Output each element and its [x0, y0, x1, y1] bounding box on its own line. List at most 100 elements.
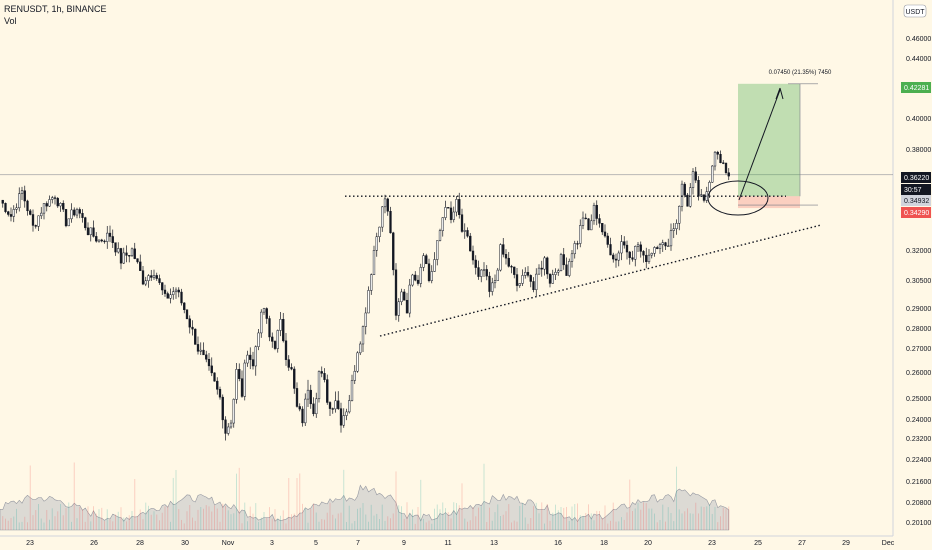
x-tick-label: Nov — [222, 540, 235, 547]
volume-bar — [255, 503, 257, 530]
candle-body — [625, 244, 629, 253]
candle-body — [301, 408, 304, 424]
volume-bar — [340, 512, 342, 530]
candle-body — [254, 346, 257, 367]
volume-bar — [35, 510, 37, 530]
long-stop-zone — [738, 196, 800, 209]
volume-bar — [434, 508, 435, 530]
volume-bar — [461, 483, 463, 530]
volume-bar — [689, 513, 691, 530]
volume-bar — [357, 508, 358, 530]
volume-bar — [2, 516, 4, 530]
candle-body — [595, 204, 598, 219]
volume-bar — [376, 513, 378, 530]
candle-body — [155, 275, 158, 279]
volume-bar — [40, 518, 42, 530]
price-label-text: 0.36220 — [904, 175, 929, 182]
candle-body — [689, 187, 692, 207]
volume-bar — [164, 506, 166, 530]
candle-body — [697, 179, 700, 197]
candle-body — [262, 308, 266, 313]
volume-bar — [651, 508, 653, 530]
candle-body — [271, 336, 274, 342]
candle-body — [122, 252, 125, 264]
volume-bar — [590, 513, 592, 530]
volume-bar — [109, 519, 111, 530]
candle-body — [416, 279, 420, 284]
candle-body — [18, 193, 21, 209]
volume-bar — [417, 507, 419, 530]
volume-bar — [662, 504, 664, 530]
volume-bar — [442, 502, 444, 530]
volume-bar — [269, 507, 270, 530]
volume-bar — [412, 509, 413, 530]
candle-body — [460, 214, 464, 232]
volume-bar — [607, 523, 609, 530]
volume-bar — [472, 507, 474, 530]
volume-bar — [307, 522, 309, 530]
candle-body — [4, 203, 7, 212]
x-tick-label: Dec — [882, 540, 895, 547]
candle-body — [108, 232, 112, 237]
volume-bar — [313, 503, 314, 530]
y-tick-label: 0.30500 — [906, 278, 931, 285]
candle-body — [543, 257, 546, 270]
candle-body — [603, 231, 607, 237]
volume-bar — [359, 507, 361, 530]
y-tick-label: 0.27000 — [906, 346, 931, 353]
candle-body — [191, 326, 194, 330]
volume-bar — [335, 518, 336, 530]
candle-body — [232, 399, 235, 424]
volume-bar — [128, 515, 130, 530]
volume-bar — [447, 512, 449, 530]
volume-bar — [464, 518, 466, 530]
x-tick-label: 29 — [842, 540, 850, 547]
volume-bar — [698, 513, 699, 530]
candle-body — [474, 259, 477, 268]
trendline-ascending — [379, 224, 821, 337]
candle-body — [601, 223, 604, 233]
volume-bar — [131, 510, 133, 530]
candle-body — [59, 203, 62, 207]
candle-body — [290, 367, 293, 370]
volume-bar — [623, 519, 625, 530]
volume-bar — [32, 515, 34, 530]
volume-bar — [387, 516, 389, 530]
candle-body — [650, 253, 653, 256]
y-tick-label: 0.38000 — [906, 147, 931, 154]
volume-bar — [392, 513, 394, 530]
candle-body — [394, 269, 398, 316]
candle-body — [708, 181, 711, 192]
candle-body — [722, 162, 725, 164]
volume-bar — [46, 509, 48, 530]
volume-bar — [150, 514, 152, 530]
volume-bar — [18, 522, 20, 530]
projection-arrow-shaft — [738, 89, 781, 201]
volume-bar — [288, 478, 290, 530]
candle-body — [51, 197, 54, 200]
volume-bar — [678, 509, 680, 530]
x-tick-label: 23 — [708, 540, 716, 547]
volume-bar — [302, 503, 303, 530]
candle-body — [111, 236, 114, 243]
candle-body — [15, 207, 18, 210]
candle-body — [502, 244, 505, 255]
candle-body — [672, 228, 675, 231]
volume-area — [0, 484, 730, 531]
volume-bar — [351, 523, 353, 530]
y-tick-label: 0.25000 — [906, 396, 931, 403]
candle-body — [477, 267, 480, 277]
candle-body — [229, 422, 233, 428]
candle-body — [276, 330, 279, 349]
volume-bar — [546, 503, 548, 530]
volume-bar — [126, 521, 127, 530]
volume-bar — [403, 518, 405, 530]
volume-bar — [178, 509, 180, 530]
volume-bar — [659, 519, 661, 530]
volume-bar — [337, 513, 339, 530]
volume-bar — [373, 515, 375, 530]
candle-body — [658, 244, 662, 249]
volume-bar — [409, 513, 411, 530]
